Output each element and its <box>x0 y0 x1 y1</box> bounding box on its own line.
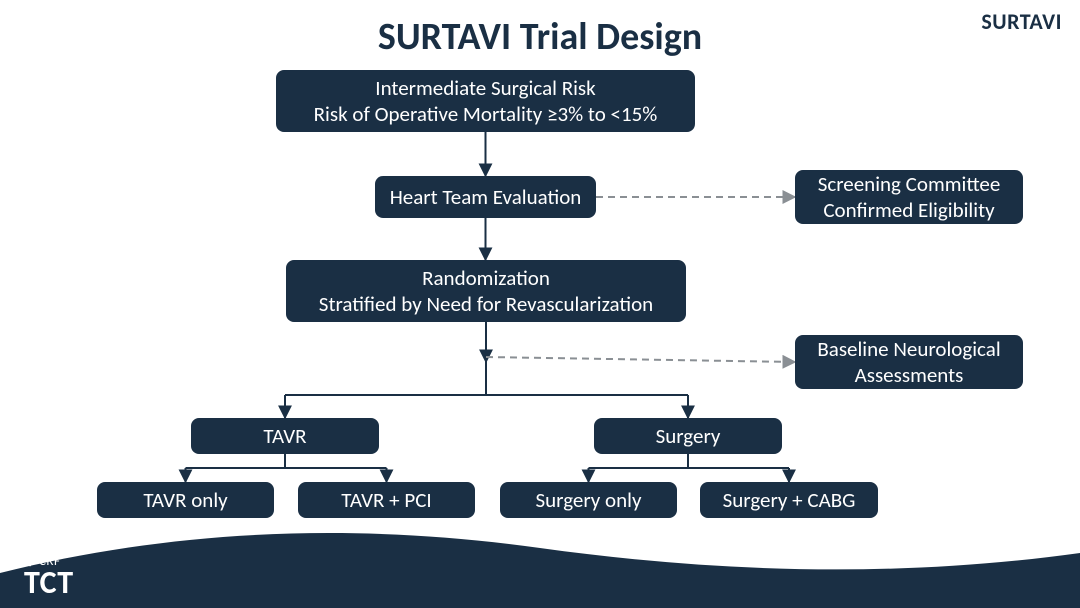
flow-node-heartteam: Heart Team Evaluation <box>375 176 596 218</box>
flow-node-random: RandomizationStratified by Need for Reva… <box>286 260 686 322</box>
flow-node-screening: Screening CommitteeConfirmed Eligibility <box>795 170 1023 224</box>
page-title: SURTAVI Trial Design <box>0 14 1080 60</box>
flow-node-surg_only: Surgery only <box>500 482 677 518</box>
flow-node-tavr: TAVR <box>191 418 379 454</box>
flow-node-surg_cabg: Surgery + CABG <box>700 482 878 518</box>
footer-tct-text: TCT <box>24 569 74 598</box>
flow-node-tavr_pci: TAVR + PCI <box>298 482 475 518</box>
flow-node-tavr_only: TAVR only <box>97 482 274 518</box>
footer-logo: CRF ® TCT <box>24 554 74 598</box>
flow-node-surgery: Surgery <box>594 418 782 454</box>
title-text: SURTAVI Trial Design <box>378 14 702 60</box>
footer-wave <box>0 518 1080 608</box>
flow-node-inclusion: Intermediate Surgical RiskRisk of Operat… <box>276 70 695 132</box>
flow-node-baseline: Baseline NeurologicalAssessments <box>795 335 1023 389</box>
footer-crf-sup: ® <box>63 553 68 563</box>
